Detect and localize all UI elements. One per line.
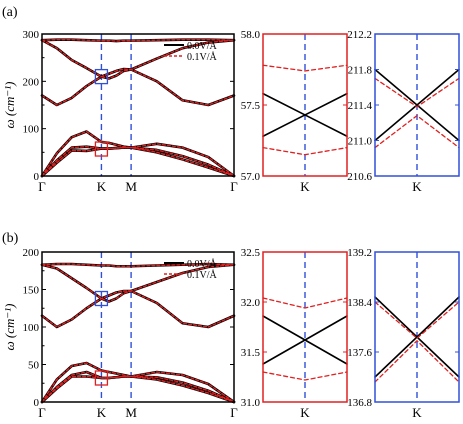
chart-a-zoom2: 210.6 211.0 211.4 211.8 212.2 K xyxy=(347,29,460,194)
y-tick-label: 0 xyxy=(34,171,40,183)
y-tick-label: 300 xyxy=(23,29,40,41)
y-tick-label: 211.0 xyxy=(348,136,373,148)
x-tick-label: M xyxy=(125,405,137,420)
y-tick-label: 210.6 xyxy=(347,171,372,183)
x-tick-label: Γ xyxy=(230,405,238,420)
y-tick-label: 200 xyxy=(23,247,40,259)
highlight-box xyxy=(94,370,109,386)
legend-label: 0.1V/Å xyxy=(187,269,218,281)
y-tick-label: 57.0 xyxy=(241,171,261,183)
y-tick-label: 137.6 xyxy=(347,347,372,359)
x-tick-label: K xyxy=(97,405,107,420)
series-group xyxy=(262,64,348,156)
series-group xyxy=(40,262,236,404)
panel-label-a: (a) xyxy=(2,5,18,20)
y-tick-label: 211.8 xyxy=(348,65,373,77)
series-line xyxy=(40,289,236,329)
y-tick-label: 50 xyxy=(28,360,40,372)
x-tick-label: Γ xyxy=(38,405,46,420)
chart-a-zoom1: 57.0 57.5 58.0 K xyxy=(241,29,348,194)
y-tick-label: 31.0 xyxy=(241,397,261,409)
chart-b-zoom2: 136.8 137.6 138.4 139.2 K xyxy=(347,247,460,420)
series-line xyxy=(41,38,235,42)
series-line xyxy=(374,77,460,108)
series-line xyxy=(41,39,235,80)
y-tick-label: 32.0 xyxy=(241,297,261,309)
y-tick-label: 57.5 xyxy=(241,100,261,112)
x-tick-label: Γ xyxy=(38,179,46,194)
series-group xyxy=(40,38,236,178)
series-group xyxy=(374,68,460,149)
y-tick-label: 0 xyxy=(34,397,40,409)
series-line xyxy=(41,290,235,328)
series-line xyxy=(41,371,235,403)
highlight-box xyxy=(94,68,109,85)
x-tick-label: Γ xyxy=(230,179,238,194)
chart-b-main: 0 50 100 150 200 Γ K M Γω (cm⁻¹) 0.0V/Å0.1V/Å xyxy=(2,247,238,420)
x-tick-label: K xyxy=(412,179,422,194)
y-tick-label: 138.4 xyxy=(347,297,372,309)
series-line xyxy=(262,92,348,138)
y-tick-label: 100 xyxy=(23,124,40,136)
series-line xyxy=(40,67,236,107)
y-axis-label: ω (cm⁻¹) xyxy=(2,81,17,128)
series-group xyxy=(374,296,460,383)
y-tick-label: 139.2 xyxy=(347,247,372,259)
y-tick-label: 200 xyxy=(23,76,40,88)
y-tick-label: 212.2 xyxy=(347,29,372,41)
x-tick-label: K xyxy=(97,179,107,194)
y-tick-label: 100 xyxy=(23,322,40,334)
series-line xyxy=(262,371,348,381)
legend-label: 0.0V/Å xyxy=(187,40,218,52)
series-line xyxy=(41,145,235,177)
series-line xyxy=(41,263,235,267)
highlight-box xyxy=(94,290,109,307)
series-line xyxy=(41,375,235,403)
y-tick-label: 31.5 xyxy=(241,347,261,359)
y-tick-label: 32.5 xyxy=(241,247,261,259)
series-line xyxy=(374,68,460,142)
series-line xyxy=(41,146,235,177)
y-axis-label: ω (cm⁻¹) xyxy=(2,303,17,350)
highlight-box xyxy=(94,141,109,157)
y-tick-label: 211.4 xyxy=(348,100,373,112)
series-line xyxy=(41,130,235,177)
chart-b-zoom1: 31.0 31.5 32.0 32.5 K xyxy=(241,247,348,420)
plot-frame xyxy=(262,251,348,403)
series-line xyxy=(262,297,348,309)
x-tick-label: M xyxy=(125,179,137,194)
series-line xyxy=(374,296,460,378)
y-tick-label: 136.8 xyxy=(347,397,372,409)
series-group xyxy=(262,297,348,381)
series-line xyxy=(374,115,460,149)
legend-label: 0.0V/Å xyxy=(187,258,218,270)
x-tick-label: K xyxy=(300,179,310,194)
legend-label: 0.1V/Å xyxy=(187,51,218,63)
series-line xyxy=(262,64,348,72)
series-line xyxy=(262,315,348,365)
chart-a-main: 0 100 200 300 Γ K M Γω (cm⁻¹) 0.0V/Å0.1V/Å xyxy=(2,29,238,194)
x-tick-label: K xyxy=(300,405,310,420)
y-tick-label: 150 xyxy=(23,285,40,297)
series-line xyxy=(41,362,235,403)
plot-frame xyxy=(374,251,460,403)
series-line xyxy=(374,340,460,383)
y-tick-label: 58.0 xyxy=(241,29,261,41)
series-line xyxy=(41,264,235,303)
x-tick-label: K xyxy=(412,405,422,420)
panel-label-b: (b) xyxy=(2,231,19,246)
series-line xyxy=(41,68,235,106)
series-line xyxy=(262,146,348,156)
series-line xyxy=(374,301,460,339)
